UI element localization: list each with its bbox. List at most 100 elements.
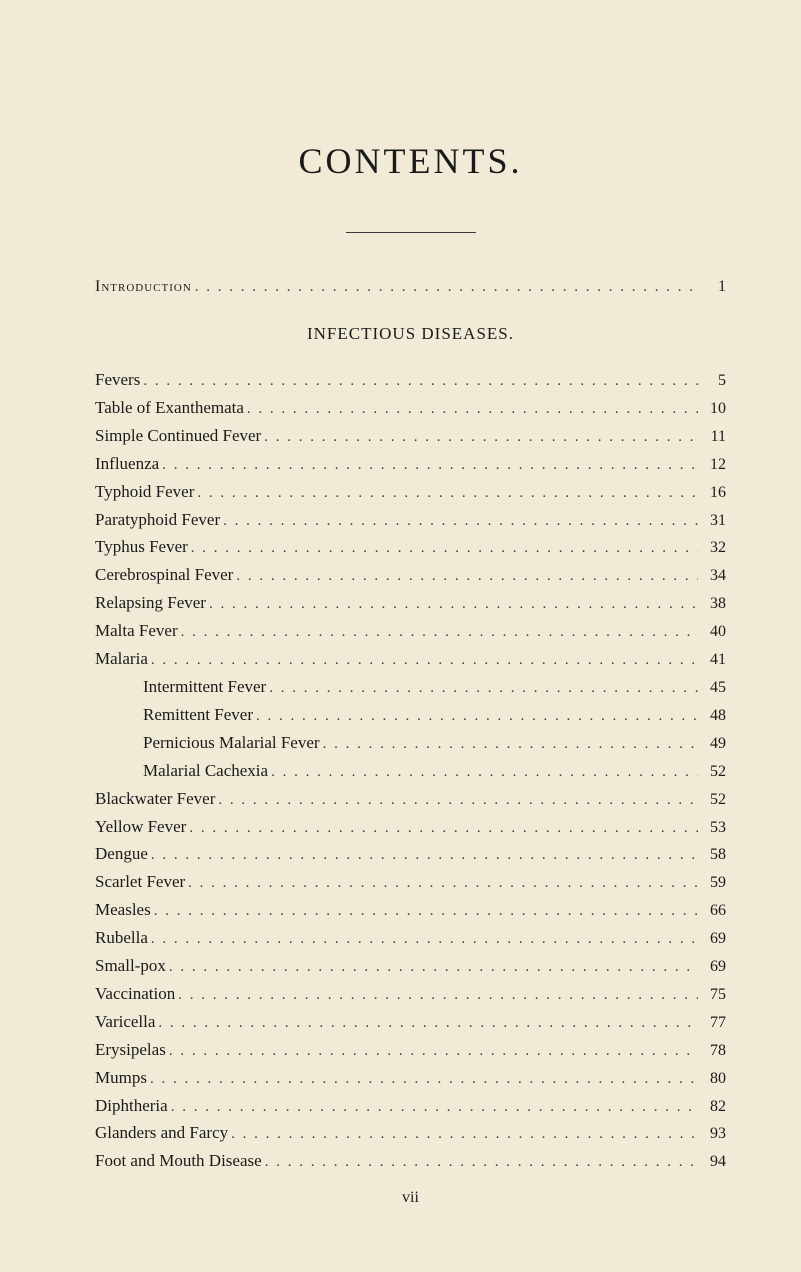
toc-row: Yellow Fever. . . . . . . . . . . . . . … [95, 813, 726, 841]
dot-leader: . . . . . . . . . . . . . . . . . . . . … [168, 1095, 698, 1119]
dot-leader: . . . . . . . . . . . . . . . . . . . . … [261, 425, 698, 449]
dot-leader: . . . . . . . . . . . . . . . . . . . . … [262, 1150, 698, 1174]
dot-leader: . . . . . . . . . . . . . . . . . . . . … [147, 1067, 698, 1091]
toc-entry-page: 40 [698, 619, 726, 645]
dot-leader: . . . . . . . . . . . . . . . . . . . . … [166, 955, 698, 979]
dot-leader: . . . . . . . . . . . . . . . . . . . . … [186, 816, 698, 840]
toc-entry-label: Typhus Fever [95, 533, 188, 561]
toc-entry-page: 34 [698, 563, 726, 589]
toc-row: Vaccination. . . . . . . . . . . . . . .… [95, 980, 726, 1008]
toc-row: Erysipelas. . . . . . . . . . . . . . . … [95, 1036, 726, 1064]
toc-row: Glanders and Farcy. . . . . . . . . . . … [95, 1119, 726, 1147]
dot-leader: . . . . . . . . . . . . . . . . . . . . … [266, 676, 698, 700]
toc-entry-label: Fevers [95, 366, 140, 394]
toc-entry-page: 11 [698, 424, 726, 450]
dot-leader: . . . . . . . . . . . . . . . . . . . . … [215, 788, 698, 812]
toc-row: Remittent Fever. . . . . . . . . . . . .… [95, 701, 726, 729]
dot-leader: . . . . . . . . . . . . . . . . . . . . … [148, 843, 698, 867]
toc-row: Typhoid Fever. . . . . . . . . . . . . .… [95, 478, 726, 506]
toc-entry-page: 48 [698, 703, 726, 729]
toc-row: Varicella. . . . . . . . . . . . . . . .… [95, 1008, 726, 1036]
dot-leader: . . . . . . . . . . . . . . . . . . . . … [140, 369, 698, 393]
toc-row: Dengue. . . . . . . . . . . . . . . . . … [95, 840, 726, 868]
toc-row: Malarial Cachexia. . . . . . . . . . . .… [95, 757, 726, 785]
toc-entry-label: Intermittent Fever [143, 673, 266, 701]
dot-leader: . . . . . . . . . . . . . . . . . . . . … [148, 927, 698, 951]
toc-row: Measles. . . . . . . . . . . . . . . . .… [95, 896, 726, 924]
toc-entry-label: Mumps [95, 1064, 147, 1092]
toc-entry-label: Blackwater Fever [95, 785, 215, 813]
toc-entry-page: 45 [698, 675, 726, 701]
dot-leader: . . . . . . . . . . . . . . . . . . . . … [192, 279, 698, 296]
toc-row: Blackwater Fever. . . . . . . . . . . . … [95, 785, 726, 813]
toc-entry-page: 69 [698, 954, 726, 980]
toc-list: Fevers. . . . . . . . . . . . . . . . . … [95, 366, 726, 1175]
toc-row: Paratyphoid Fever. . . . . . . . . . . .… [95, 506, 726, 534]
toc-entry-label: Table of Exanthemata [95, 394, 244, 422]
toc-entry-page: 16 [698, 480, 726, 506]
toc-entry-page: 75 [698, 982, 726, 1008]
page-footer: vii [95, 1189, 726, 1207]
toc-entry-page: 82 [698, 1094, 726, 1120]
toc-entry-page: 12 [698, 452, 726, 478]
dot-leader: . . . . . . . . . . . . . . . . . . . . … [228, 1122, 698, 1146]
dot-leader: . . . . . . . . . . . . . . . . . . . . … [178, 620, 698, 644]
toc-entry-page: 94 [698, 1149, 726, 1175]
dot-leader: . . . . . . . . . . . . . . . . . . . . … [148, 648, 698, 672]
toc-entry-label: Relapsing Fever [95, 589, 206, 617]
toc-entry-label: Typhoid Fever [95, 478, 194, 506]
title-divider [346, 232, 476, 233]
dot-leader: . . . . . . . . . . . . . . . . . . . . … [244, 397, 698, 421]
toc-row: Malta Fever. . . . . . . . . . . . . . .… [95, 617, 726, 645]
dot-leader: . . . . . . . . . . . . . . . . . . . . … [194, 481, 698, 505]
toc-entry-page: 59 [698, 870, 726, 896]
toc-entry-label: Vaccination [95, 980, 175, 1008]
toc-entry-label: Remittent Fever [143, 701, 253, 729]
toc-entry-page: 80 [698, 1066, 726, 1092]
dot-leader: . . . . . . . . . . . . . . . . . . . . … [175, 983, 698, 1007]
toc-row: Typhus Fever. . . . . . . . . . . . . . … [95, 533, 726, 561]
dot-leader: . . . . . . . . . . . . . . . . . . . . … [166, 1039, 698, 1063]
toc-entry-label: Scarlet Fever [95, 868, 185, 896]
toc-row: Relapsing Fever. . . . . . . . . . . . .… [95, 589, 726, 617]
toc-row: Table of Exanthemata. . . . . . . . . . … [95, 394, 726, 422]
toc-entry-label: Erysipelas [95, 1036, 166, 1064]
toc-entry-page: 52 [698, 759, 726, 785]
toc-entry-page: 31 [698, 508, 726, 534]
toc-entry-page: 93 [698, 1121, 726, 1147]
toc-entry-label: Glanders and Farcy [95, 1119, 228, 1147]
toc-entry-label: Cerebrospinal Fever [95, 561, 233, 589]
toc-row: Cerebrospinal Fever. . . . . . . . . . .… [95, 561, 726, 589]
dot-leader: . . . . . . . . . . . . . . . . . . . . … [320, 732, 698, 756]
toc-entry-label: Dengue [95, 840, 148, 868]
page-title: CONTENTS. [95, 140, 726, 182]
toc-entry-page: 32 [698, 535, 726, 561]
dot-leader: . . . . . . . . . . . . . . . . . . . . … [188, 536, 698, 560]
toc-entry-page: 41 [698, 647, 726, 673]
toc-entry-label: Rubella [95, 924, 148, 952]
toc-entry-page: 5 [698, 368, 726, 394]
toc-entry-page: 10 [698, 396, 726, 422]
toc-row: Fevers. . . . . . . . . . . . . . . . . … [95, 366, 726, 394]
dot-leader: . . . . . . . . . . . . . . . . . . . . … [253, 704, 698, 728]
toc-row: Simple Continued Fever. . . . . . . . . … [95, 422, 726, 450]
toc-entry-page: 66 [698, 898, 726, 924]
toc-entry-page: 53 [698, 815, 726, 841]
toc-entry-label: Yellow Fever [95, 813, 186, 841]
toc-entry-label: Pernicious Malarial Fever [143, 729, 320, 757]
toc-entry-label: Diphtheria [95, 1092, 168, 1120]
toc-row: Intermittent Fever. . . . . . . . . . . … [95, 673, 726, 701]
dot-leader: . . . . . . . . . . . . . . . . . . . . … [206, 592, 698, 616]
dot-leader: . . . . . . . . . . . . . . . . . . . . … [151, 899, 698, 923]
toc-entry-label: Foot and Mouth Disease [95, 1147, 262, 1175]
toc-entry-label: Simple Continued Fever [95, 422, 261, 450]
toc-row: Mumps. . . . . . . . . . . . . . . . . .… [95, 1064, 726, 1092]
toc-row: Small-pox. . . . . . . . . . . . . . . .… [95, 952, 726, 980]
toc-row: Scarlet Fever. . . . . . . . . . . . . .… [95, 868, 726, 896]
toc-row: Diphtheria. . . . . . . . . . . . . . . … [95, 1092, 726, 1120]
toc-entry-label: Small-pox [95, 952, 166, 980]
dot-leader: . . . . . . . . . . . . . . . . . . . . … [268, 760, 698, 784]
section-heading: INFECTIOUS DISEASES. [95, 324, 726, 344]
toc-entry-label: Malarial Cachexia [143, 757, 268, 785]
toc-entry-page: 52 [698, 787, 726, 813]
